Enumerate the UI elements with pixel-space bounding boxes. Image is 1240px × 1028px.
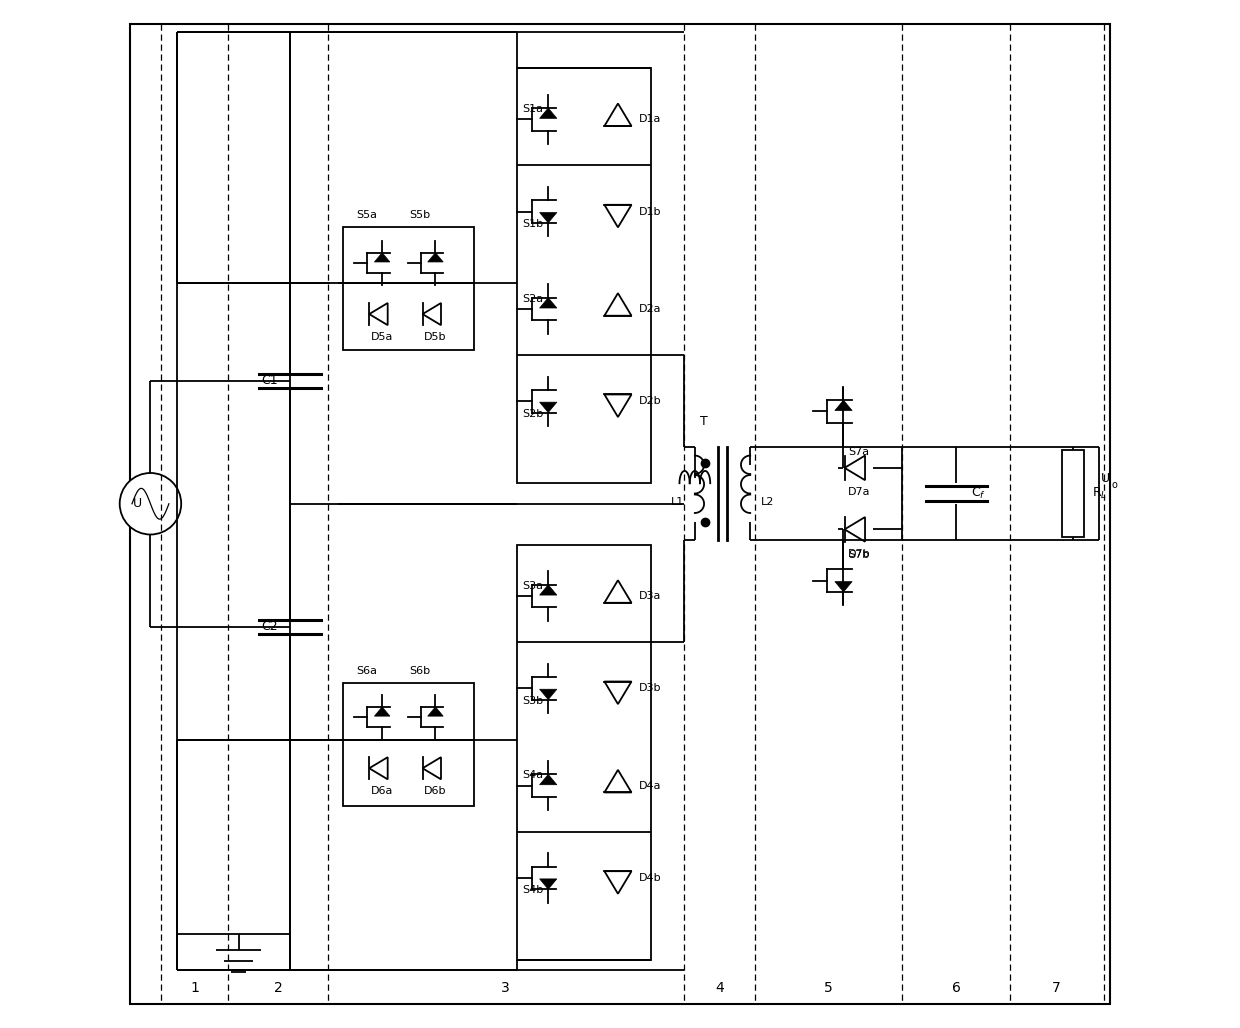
Polygon shape (539, 879, 557, 889)
Polygon shape (604, 205, 631, 227)
Bar (517, 68, 651, 483)
Text: L1: L1 (671, 497, 684, 507)
Text: S3b: S3b (522, 696, 543, 705)
Text: D7a: D7a (848, 487, 870, 498)
Polygon shape (604, 770, 631, 793)
Polygon shape (423, 758, 441, 779)
Text: 5: 5 (823, 981, 832, 995)
Text: 2: 2 (274, 981, 283, 995)
Text: S5b: S5b (409, 210, 430, 220)
Polygon shape (539, 774, 557, 784)
Polygon shape (835, 582, 852, 592)
Polygon shape (539, 298, 557, 308)
Text: S6b: S6b (409, 666, 430, 675)
Text: S1b: S1b (522, 219, 543, 229)
Bar (1061, 450, 1085, 537)
Polygon shape (539, 402, 557, 412)
Text: 3: 3 (501, 981, 510, 995)
Text: 1: 1 (190, 981, 198, 995)
Bar (343, 227, 475, 350)
Polygon shape (604, 871, 631, 893)
Polygon shape (604, 104, 631, 126)
Polygon shape (539, 689, 557, 700)
Text: S4b: S4b (522, 885, 543, 895)
Text: D1a: D1a (639, 114, 661, 124)
Text: D2b: D2b (639, 396, 661, 406)
Polygon shape (428, 707, 443, 717)
Text: S2b: S2b (522, 408, 543, 418)
Text: S4a: S4a (522, 770, 543, 780)
Text: L2: L2 (760, 497, 774, 507)
Polygon shape (370, 303, 388, 325)
Text: o: o (1111, 480, 1117, 490)
Polygon shape (844, 455, 866, 480)
Text: D3b: D3b (639, 684, 661, 693)
Text: D6b: D6b (424, 785, 446, 796)
Polygon shape (604, 682, 631, 704)
Polygon shape (423, 303, 441, 325)
Text: C2: C2 (260, 620, 278, 633)
Polygon shape (539, 213, 557, 223)
Text: D6a: D6a (371, 785, 393, 796)
Polygon shape (374, 707, 389, 717)
Bar (343, 684, 475, 806)
Text: C1: C1 (260, 374, 278, 388)
Text: D3a: D3a (639, 591, 661, 601)
Text: T: T (701, 415, 708, 429)
Bar (517, 545, 651, 960)
Polygon shape (604, 580, 631, 602)
Polygon shape (370, 758, 388, 779)
Text: D1b: D1b (639, 207, 661, 217)
Polygon shape (428, 253, 443, 262)
Text: S7b: S7b (848, 550, 870, 560)
Text: D5b: D5b (424, 332, 446, 341)
Polygon shape (539, 585, 557, 595)
Text: D5a: D5a (371, 332, 393, 341)
Text: 4: 4 (715, 981, 724, 995)
Polygon shape (539, 108, 557, 118)
Polygon shape (604, 293, 631, 316)
Text: S2a: S2a (522, 294, 543, 303)
Text: 6: 6 (952, 981, 961, 995)
Text: D2a: D2a (639, 304, 661, 314)
Polygon shape (604, 395, 631, 417)
Polygon shape (374, 253, 389, 262)
Polygon shape (844, 517, 866, 542)
Text: S3a: S3a (522, 581, 543, 591)
Text: U: U (1101, 472, 1110, 484)
Text: S1a: S1a (522, 104, 543, 114)
Text: S7a: S7a (848, 447, 869, 457)
Text: R$_L$: R$_L$ (1091, 486, 1107, 501)
Text: S5a: S5a (356, 210, 377, 220)
Text: D7b: D7b (848, 549, 870, 559)
Text: C$_f$: C$_f$ (971, 486, 986, 501)
Text: D4b: D4b (639, 873, 661, 883)
Circle shape (120, 473, 181, 535)
Text: S6a: S6a (356, 666, 377, 675)
Text: U: U (133, 498, 143, 510)
Text: D4a: D4a (639, 780, 661, 791)
Text: 7: 7 (1053, 981, 1061, 995)
Polygon shape (835, 400, 852, 410)
